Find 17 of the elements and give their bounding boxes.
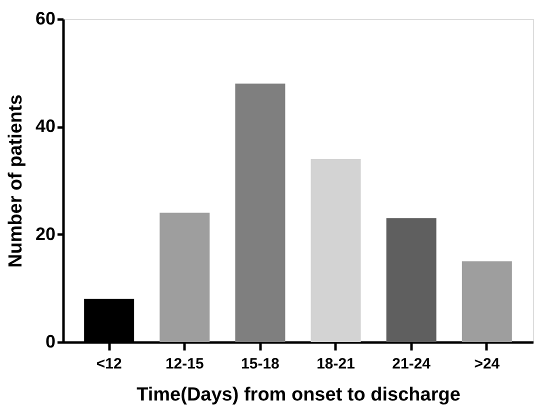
x-axis-title: Time(Days) from onset to discharge bbox=[136, 384, 460, 406]
bar bbox=[462, 261, 512, 342]
bar bbox=[160, 212, 210, 342]
y-tick-label: 20 bbox=[35, 224, 56, 244]
bar bbox=[235, 84, 286, 342]
x-tick-label: 15-18 bbox=[241, 356, 280, 372]
y-tick-label: 40 bbox=[35, 116, 56, 136]
y-tick-label: 60 bbox=[35, 8, 56, 28]
x-tick-label: 18-21 bbox=[316, 356, 355, 372]
x-tick-label: <12 bbox=[96, 356, 122, 372]
x-tick-label: 21-24 bbox=[392, 356, 432, 372]
x-tick-label: >24 bbox=[474, 356, 500, 372]
bar bbox=[310, 158, 361, 342]
x-tick-label: 12-15 bbox=[165, 356, 204, 372]
bar bbox=[386, 218, 436, 342]
y-axis-title: Number of patients bbox=[5, 94, 26, 268]
y-tick-label: 0 bbox=[45, 332, 56, 352]
